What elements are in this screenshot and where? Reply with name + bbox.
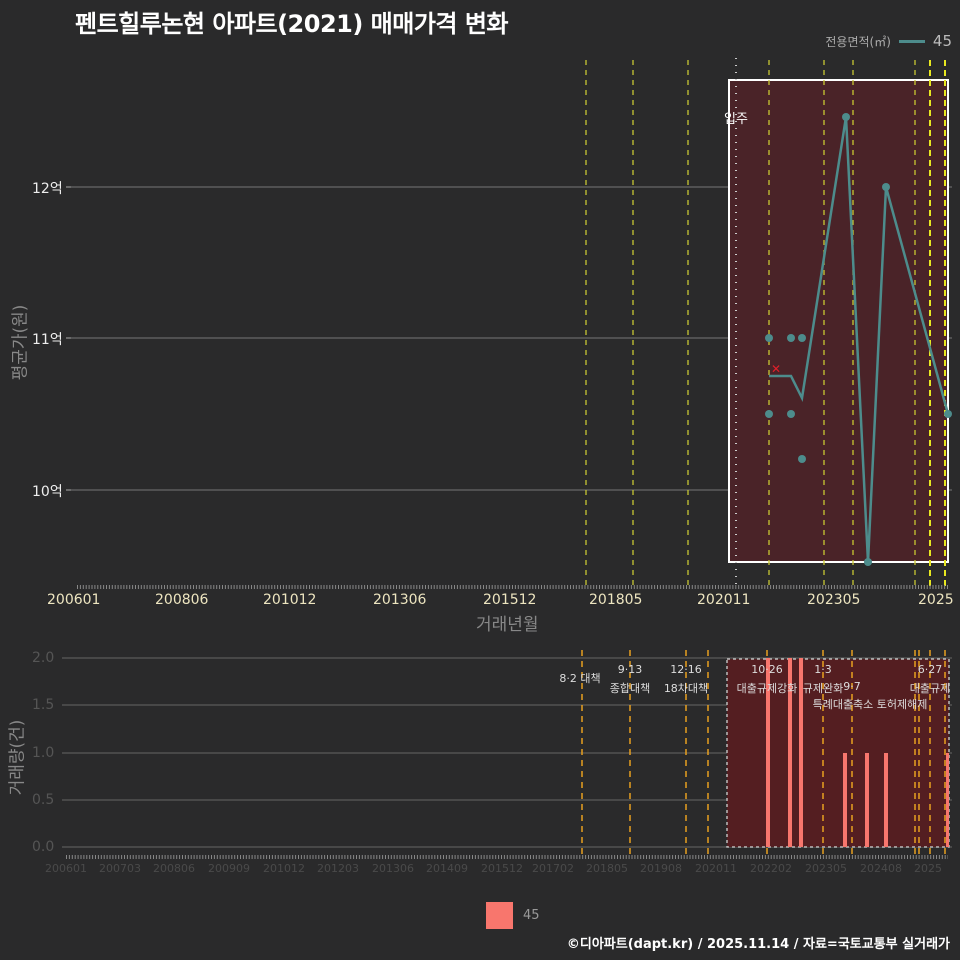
- legend-fill-swatch-icon: [486, 902, 513, 929]
- source-footer: ©디아파트(dapt.kr) / 2025.11.14 / 자료=국토교통부 실…: [566, 937, 950, 952]
- svg-text:12·16: 12·16: [670, 663, 702, 676]
- svg-text:18차대책: 18차대책: [664, 682, 708, 695]
- x-tick: 200806: [155, 592, 209, 608]
- x-tick: 200601: [45, 862, 87, 875]
- y-tick-10: 10억: [32, 484, 63, 500]
- x-tick: 201012: [263, 592, 317, 608]
- svg-text:6·27: 6·27: [918, 663, 943, 676]
- y-tick-11: 11억: [32, 332, 63, 348]
- y-tick: 0.5: [32, 792, 55, 808]
- x-tick: 200806: [153, 862, 195, 875]
- x-tick: 201512: [481, 862, 523, 875]
- x-tick: 202408: [860, 862, 902, 875]
- y-tick: 1.5: [32, 697, 55, 713]
- x-tick: 202011: [695, 862, 737, 875]
- volume-chart: 8·2 대책 9·13 종합대책 12·16 18차대책 10·26 대출규제강…: [62, 650, 952, 859]
- legend-entry: 45: [932, 32, 952, 50]
- top-y-axis-title: 평균가(원): [10, 304, 31, 381]
- bottom-y-axis-title: 거래량(건): [7, 719, 28, 796]
- svg-text:10·26: 10·26: [751, 663, 783, 676]
- svg-text:9·13: 9·13: [618, 663, 643, 676]
- x-tick: 201805: [586, 862, 628, 875]
- price-chart: 입주 ✕: [66, 58, 952, 590]
- x-tick: 2025: [918, 592, 954, 608]
- y-tick: 0.0: [32, 839, 55, 855]
- y-tick: 2.0: [32, 650, 55, 666]
- volume-highlight-box: [726, 658, 950, 848]
- x-tick: 201805: [589, 592, 643, 608]
- svg-text:규제완화: 규제완화: [803, 682, 843, 695]
- y-tick: 1.0: [32, 745, 55, 761]
- svg-text:대출규제: 대출규제: [910, 682, 950, 695]
- x-tick: 201512: [483, 592, 537, 608]
- x-tick: 201409: [426, 862, 468, 875]
- volume-bars: [766, 658, 949, 847]
- svg-text:특례대출축소 토허제해제: 특례대출축소 토허제해제: [813, 697, 928, 711]
- price-legend: 전용면적(㎡) 45: [825, 32, 952, 50]
- svg-text:1·3: 1·3: [814, 663, 832, 676]
- x-tick: 200601: [47, 592, 101, 608]
- svg-text:9·7: 9·7: [843, 680, 861, 693]
- x-tick: 201012: [263, 862, 305, 875]
- x-tick: 201702: [532, 862, 574, 875]
- legend-title: 전용면적(㎡): [825, 34, 891, 49]
- svg-text:8·2 대책: 8·2 대책: [559, 672, 600, 685]
- x-tick: 201908: [640, 862, 682, 875]
- transaction-points: [765, 113, 952, 566]
- x-tick: 202011: [697, 592, 751, 608]
- legend-line-swatch-icon: [898, 39, 925, 43]
- x-tick: 201306: [372, 862, 414, 875]
- x-tick: 201203: [317, 862, 359, 875]
- x-tick: 202202: [750, 862, 792, 875]
- policy-annotations: 8·2 대책 9·13 종합대책 12·16 18차대책 10·26 대출규제강…: [559, 663, 950, 711]
- svg-text:대출규제강화: 대출규제강화: [737, 682, 798, 695]
- svg-text:종합대책: 종합대책: [610, 682, 650, 695]
- x-tick: 202305: [807, 592, 861, 608]
- x-tick: 200703: [99, 862, 141, 875]
- occupancy-label: 입주: [724, 112, 748, 127]
- legend-entry: 45: [523, 908, 540, 923]
- volume-legend: 45: [486, 902, 540, 929]
- x-tick: 201306: [373, 592, 427, 608]
- x-tick: 200909: [208, 862, 250, 875]
- cancelled-marker-icon: ✕: [771, 362, 781, 376]
- y-tick-12: 12억: [32, 181, 63, 197]
- x-tick: 2025: [914, 862, 942, 875]
- x-tick: 202305: [805, 862, 847, 875]
- chart-title: 펜트힐루논현 아파트(2021) 매매가격 변화: [75, 10, 509, 38]
- policy-lines-top: [585, 60, 916, 590]
- top-x-axis-title: 거래년월: [476, 615, 539, 635]
